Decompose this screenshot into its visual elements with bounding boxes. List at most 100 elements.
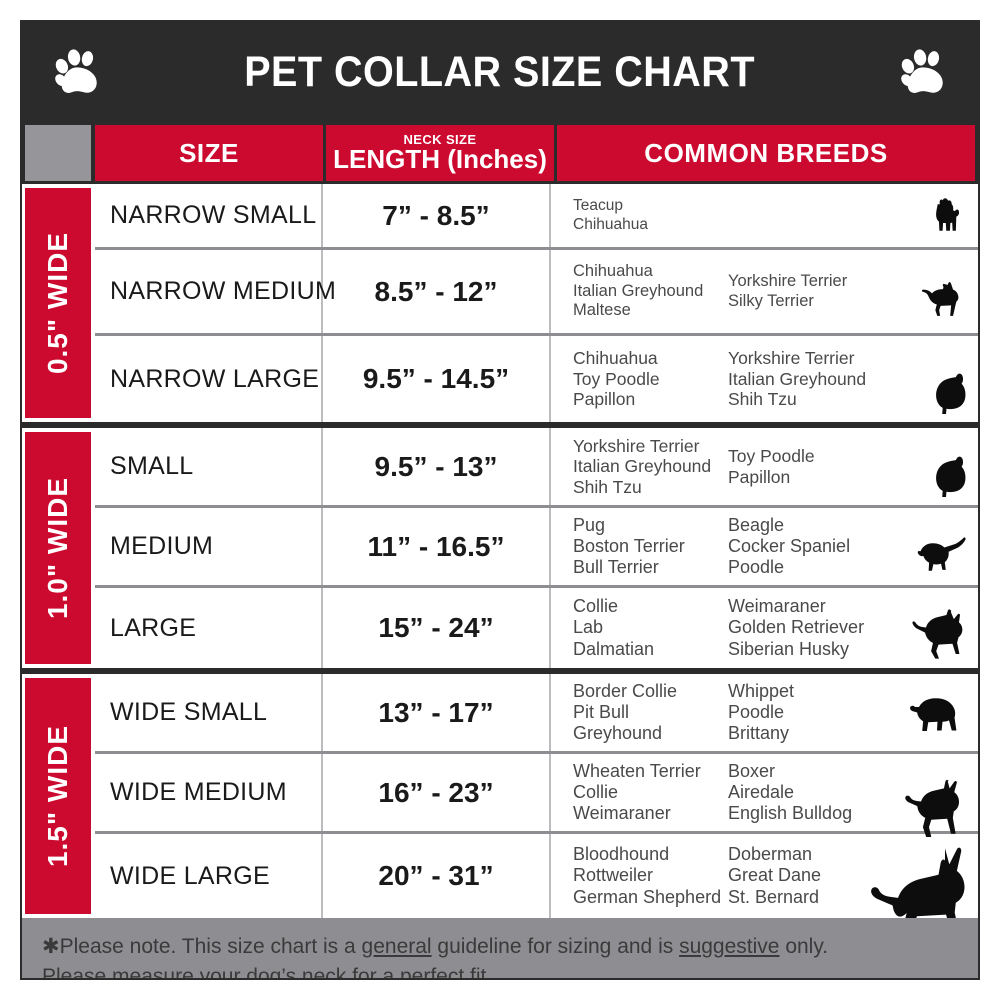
breed-name: Poodle — [728, 557, 785, 578]
width-label-1: 1.0" WIDE — [25, 432, 91, 664]
breed-name: Pug — [573, 514, 606, 535]
breed-column-secondary: Yorkshire Terrier Silky Terrier — [728, 272, 847, 311]
breed-name: Weimaraner — [728, 596, 826, 617]
breed-column-primary: Chihuahua Toy Poodle Papillon — [573, 348, 728, 410]
breed-name: Poodle — [728, 701, 785, 722]
shepherd-silhouette-icon — [906, 608, 972, 660]
breed-name: Greyhound — [573, 723, 663, 744]
breed-name: St. Bernard — [728, 886, 820, 907]
width-label-text: 0.5" WIDE — [42, 231, 73, 375]
table-row: NARROW MEDIUM 8.5” - 12” Chihuahua Italian … — [95, 250, 978, 336]
breed-name: Teacup — [573, 197, 623, 215]
breed-column-primary: Collie Lab Dalmatian — [573, 596, 728, 660]
chihuahua-silhouette-icon — [914, 281, 972, 325]
breed-name: Shih Tzu — [728, 389, 797, 410]
breed-name: Lab — [573, 617, 604, 638]
breed-name: Cocker Spaniel — [728, 535, 851, 556]
cell-breeds: Border Collie Pit Bull Greyhound Whippet Poo… — [551, 674, 978, 751]
breed-name: Collie — [573, 596, 619, 617]
footer-underline-general: general — [361, 935, 432, 958]
breed-name: Pit Bull — [573, 701, 630, 722]
breed-name: Dalmatian — [573, 638, 655, 659]
boxer-silhouette-icon — [900, 779, 972, 837]
breed-name: Rottweiler — [573, 865, 654, 886]
breed-column-primary: Border Collie Pit Bull Greyhound — [573, 681, 728, 745]
cell-size: NARROW LARGE — [95, 336, 323, 422]
width-label-text: 1.0" WIDE — [42, 476, 73, 620]
breed-name: Great Dane — [728, 865, 822, 886]
breed-name: Toy Poodle — [573, 368, 660, 389]
breed-name: Papillon — [573, 389, 636, 410]
footer-note: ✱Please note. This size chart is a gener… — [22, 918, 978, 980]
table-row: MEDIUM 11” - 16.5” Pug Boston Terrier Bull T… — [95, 508, 978, 588]
breed-name: Bloodhound — [573, 844, 670, 865]
cell-size: WIDE MEDIUM — [95, 754, 323, 831]
breed-name: Silky Terrier — [728, 291, 814, 310]
cell-breeds: Chihuahua Italian Greyhound Maltese Yorkshi… — [551, 250, 978, 333]
breed-name: Whippet — [728, 680, 795, 701]
title-bar: PET COLLAR SIZE CHART — [22, 22, 978, 122]
breed-name: Brittany — [728, 723, 790, 744]
breed-name: Collie — [573, 781, 619, 802]
cell-length: 20” - 31” — [323, 834, 551, 918]
footer-underline-suggestive: suggestive — [679, 935, 780, 958]
breed-name: Papillon — [728, 466, 791, 487]
width-label-text: 1.5" WIDE — [42, 724, 73, 868]
breed-column-secondary: Toy Poodle Papillon — [728, 446, 815, 487]
cell-length: 9.5” - 14.5” — [323, 336, 551, 422]
cell-size: NARROW SMALL — [95, 184, 323, 247]
breed-name: Italian Greyhound — [728, 368, 867, 389]
page-title: PET COLLAR SIZE CHART — [244, 47, 756, 96]
cell-length: 16” - 23” — [323, 754, 551, 831]
breed-column-secondary: Weimaraner Golden Retriever Siberian Husky — [728, 596, 864, 660]
terrier-silhouette-icon — [926, 197, 972, 239]
breed-name: Yorkshire Terrier — [728, 272, 848, 291]
cell-length: 7” - 8.5” — [323, 184, 551, 247]
footer-line-1: ✱Please note. This size chart is a gener… — [42, 932, 958, 962]
breed-name: Shih Tzu — [573, 476, 642, 497]
cell-size: LARGE — [95, 588, 323, 668]
breed-name: Chihuahua — [573, 215, 648, 233]
table-row: WIDE SMALL 13” - 17” Border Collie Pit Bull… — [95, 674, 978, 754]
breed-name: Yorkshire Terrier — [728, 348, 855, 369]
pomeranian-silhouette-icon — [920, 370, 972, 414]
breed-name: Airedale — [728, 781, 795, 802]
beagle-silhouette-icon — [910, 537, 972, 577]
cell-breeds: Collie Lab Dalmatian Weimaraner Golden Retri… — [551, 588, 978, 668]
paw-print-icon — [55, 49, 97, 93]
cell-size: WIDE SMALL — [95, 674, 323, 751]
cell-length: 8.5” - 12” — [323, 250, 551, 333]
section-rows: WIDE SMALL 13” - 17” Border Collie Pit Bull… — [95, 674, 978, 940]
breed-name: German Shepherd — [573, 886, 722, 907]
width-label-2: 1.5" WIDE — [25, 678, 91, 914]
cell-length: 13” - 17” — [323, 674, 551, 751]
table-row: WIDE LARGE 20” - 31” Bloodhound Rottweiler G… — [95, 834, 978, 940]
header-length: NECK SIZE LENGTH (Inches) — [326, 125, 554, 181]
footer-line-2: Please measure your dog’s neck for a per… — [42, 965, 487, 980]
header-corner-cell — [25, 125, 91, 181]
table-row: LARGE 15” - 24” Collie Lab Dalmatian Weimaran… — [95, 588, 978, 668]
breed-name: Toy Poodle — [728, 445, 815, 466]
footer-text-b: guideline for sizing and is — [431, 935, 680, 958]
header-length-superlabel: NECK SIZE — [403, 132, 477, 147]
cell-breeds: Chihuahua Toy Poodle Papillon Yorkshire Ter… — [551, 336, 978, 422]
table-row: WIDE MEDIUM 16” - 23” Wheaten Terrier Colli… — [95, 754, 978, 837]
cell-breeds: Pug Boston Terrier Bull Terrier Beagle Cocke… — [551, 508, 978, 585]
breed-column-primary: Yorkshire Terrier Italian Greyhound Shih T… — [573, 436, 728, 498]
breed-name: Doberman — [728, 844, 813, 865]
breed-column-primary: Chihuahua Italian Greyhound Maltese — [573, 262, 728, 320]
breed-name: Boxer — [728, 760, 776, 781]
breed-column-primary: Wheaten Terrier Collie Weimaraner — [573, 761, 728, 825]
breed-name: Italian Greyhound — [573, 456, 712, 477]
footer-text-a: ✱Please note. This size chart is a — [42, 935, 362, 958]
width-section: 1.0" WIDE SMALL 9.5” - 13” Yorkshire Terrie… — [22, 428, 978, 674]
pet-collar-size-chart: PET COLLAR SIZE CHART SIZE NECK SIZE LEN… — [20, 20, 980, 980]
cell-size: SMALL — [95, 428, 323, 505]
breed-column-secondary: Yorkshire Terrier Italian Greyhound Shih T… — [728, 348, 866, 410]
cell-size: WIDE LARGE — [95, 834, 323, 918]
breed-name: English Bulldog — [728, 803, 853, 824]
table-row: NARROW LARGE 9.5” - 14.5” Chihuahua Toy Poo… — [95, 336, 978, 422]
breed-column-secondary: Whippet Poodle Brittany — [728, 681, 794, 745]
breed-name: Beagle — [728, 514, 785, 535]
pomeranian-silhouette-icon — [920, 453, 972, 497]
